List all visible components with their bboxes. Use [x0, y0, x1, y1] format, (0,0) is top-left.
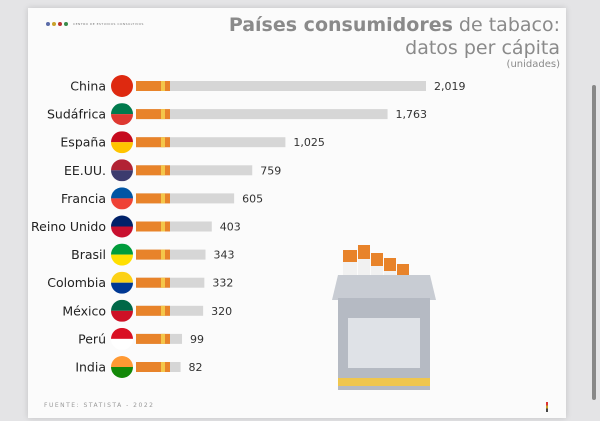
- bar-filter: [136, 277, 170, 288]
- logo-text: CENTRO DE ESTUDIOS CONSULTIVOS: [73, 22, 144, 26]
- bar-filter: [136, 333, 170, 344]
- bar-filter: [136, 362, 170, 372]
- bar-row: Francia 605: [61, 187, 263, 210]
- flag-co-icon: [111, 271, 133, 294]
- menu-dots-icon[interactable]: [546, 402, 548, 412]
- bar-stripe: [161, 333, 165, 344]
- bar-filter: [136, 137, 170, 148]
- bar: [136, 165, 253, 176]
- bar-stripe: [161, 249, 165, 260]
- category-label: China: [70, 79, 106, 94]
- flag-gb-icon: [111, 215, 133, 238]
- chart-unit: (unidades): [506, 59, 560, 70]
- value-label: 1,025: [293, 136, 325, 149]
- bar-row: Brasil 343: [71, 243, 234, 266]
- bar: [136, 109, 388, 120]
- flag-es-icon: [111, 131, 133, 154]
- category-label: España: [60, 135, 106, 150]
- category-label: Perú: [78, 331, 106, 346]
- bar-row: Perú 99: [78, 327, 204, 350]
- category-label: India: [75, 360, 106, 375]
- value-label: 2,019: [434, 80, 466, 93]
- flag-us-icon: [111, 159, 133, 182]
- flag-fr-icon: [111, 187, 133, 210]
- value-label: 1,763: [396, 108, 428, 121]
- bar-stripe: [161, 165, 165, 176]
- category-label: Sudáfrica: [47, 107, 106, 122]
- bar-stripe: [161, 277, 165, 288]
- bar: [136, 221, 212, 232]
- bar-row: China 2,019: [70, 75, 466, 97]
- bar-row: India 82: [75, 356, 203, 378]
- bar-stripe: [161, 221, 165, 232]
- bar-stripe: [161, 305, 165, 316]
- scrollbar[interactable]: [592, 85, 596, 400]
- bar-filter: [136, 221, 170, 232]
- bar-filter: [136, 165, 170, 176]
- chart-title: Países consumidores de tabaco:: [229, 14, 560, 36]
- value-label: 99: [190, 333, 204, 346]
- value-label: 332: [212, 277, 233, 290]
- flag-in-icon: [111, 356, 133, 378]
- cigarette-pack-illustration: [332, 245, 436, 390]
- bar-filter: [136, 305, 170, 316]
- category-label: Colombia: [47, 275, 106, 290]
- bar-stripe: [161, 362, 165, 372]
- bar-filter: [136, 81, 170, 91]
- chart-subtitle: datos per cápita: [405, 37, 560, 59]
- category-label: Reino Unido: [31, 219, 106, 234]
- source-note: FUENTE: STATISTA - 2022: [44, 402, 155, 409]
- category-label: Brasil: [71, 247, 106, 262]
- value-label: 605: [242, 192, 263, 205]
- bar-row: Sudáfrica 1,763: [47, 103, 428, 126]
- bar: [136, 137, 286, 148]
- flag-pe-icon: [111, 327, 133, 350]
- logo: CENTRO DE ESTUDIOS CONSULTIVOS: [46, 22, 144, 26]
- bar: [136, 249, 206, 260]
- value-label: 320: [211, 305, 232, 318]
- bar-stripe: [161, 137, 165, 148]
- value-label: 343: [213, 249, 234, 262]
- category-label: EE.UU.: [64, 163, 106, 178]
- bar-stripe: [161, 193, 165, 204]
- flag-cn-icon: [111, 75, 133, 97]
- value-label: 403: [220, 221, 241, 234]
- bar-stripe: [161, 81, 165, 91]
- bar-row: Colombia 332: [47, 271, 233, 294]
- flag-br-icon: [111, 243, 133, 266]
- title-bold: Países consumidores: [228, 14, 453, 36]
- bar-row: España 1,025: [60, 131, 325, 154]
- flag-za-icon: [111, 103, 133, 126]
- bar-row: Reino Unido 403: [31, 215, 241, 238]
- value-label: 82: [189, 361, 203, 374]
- value-label: 759: [260, 164, 281, 177]
- bar-filter: [136, 193, 170, 204]
- bar-stripe: [161, 109, 165, 120]
- category-label: México: [62, 303, 106, 318]
- title-rest: de tabaco:: [452, 14, 560, 36]
- bar: [136, 81, 426, 91]
- bar-row: México 320: [62, 299, 232, 322]
- bar-row: EE.UU. 759: [64, 159, 281, 182]
- bar: [136, 277, 205, 288]
- bar-filter: [136, 109, 170, 120]
- category-label: Francia: [61, 191, 106, 206]
- bar-filter: [136, 249, 170, 260]
- bar: [136, 193, 235, 204]
- flag-mx-icon: [111, 299, 133, 322]
